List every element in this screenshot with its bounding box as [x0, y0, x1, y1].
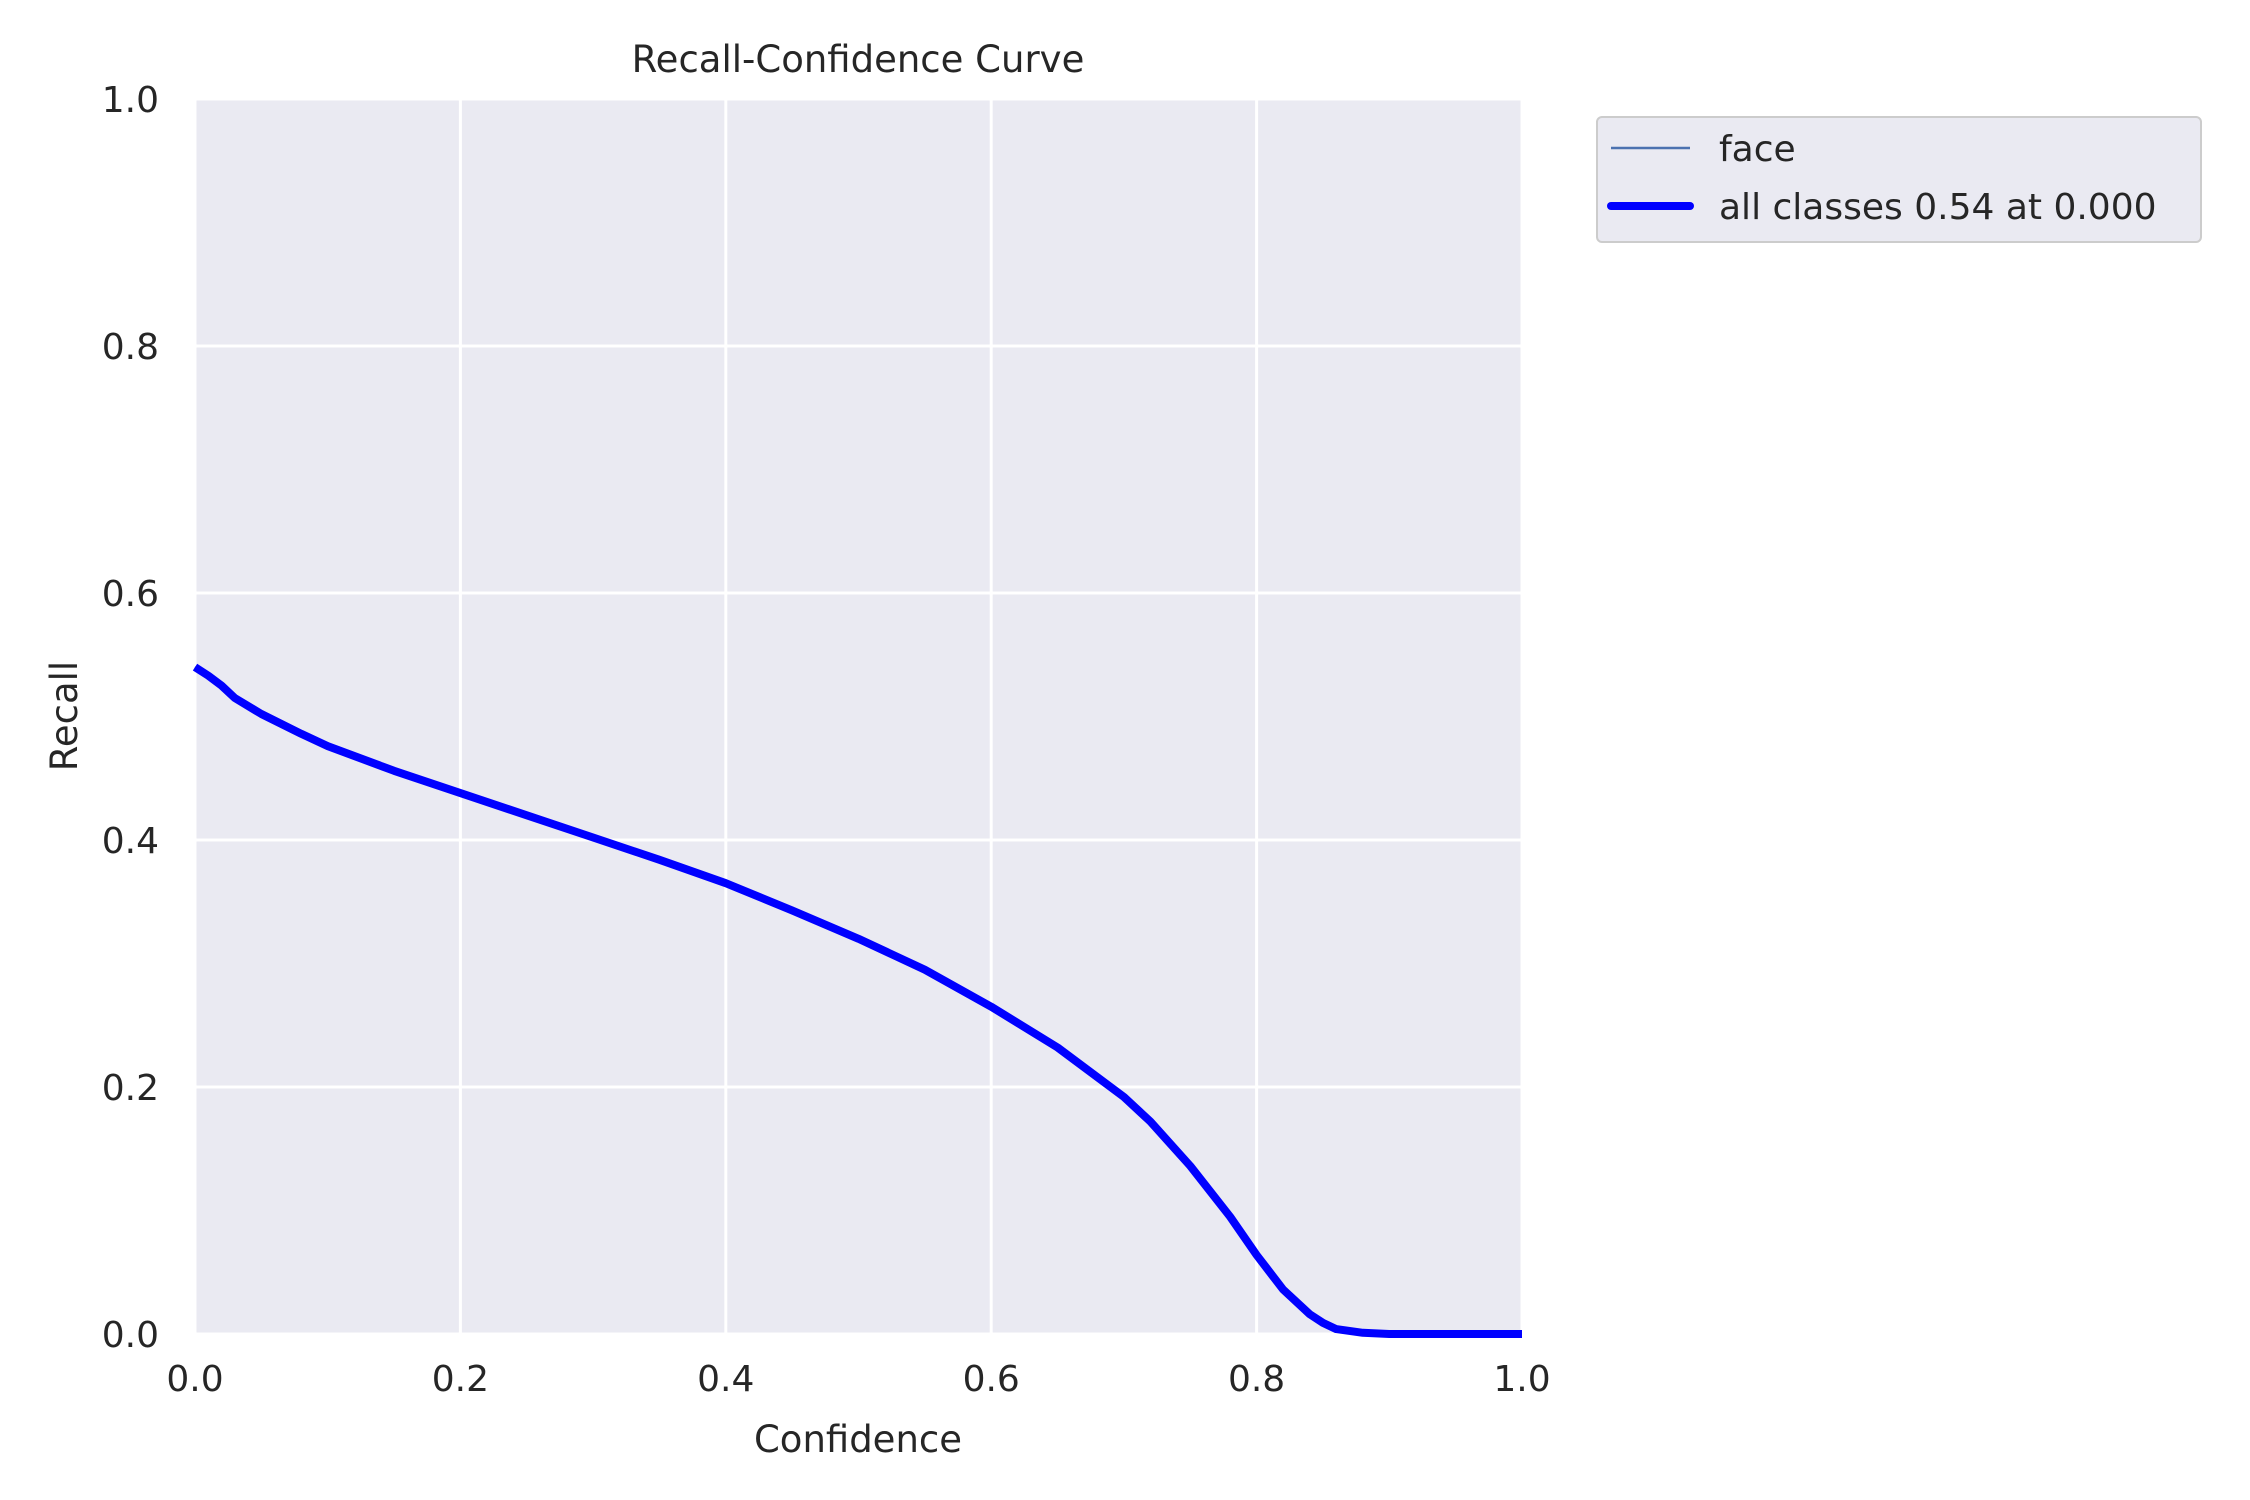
- y-tick-label: 0.8: [102, 327, 159, 368]
- y-tick-label: 1.0: [102, 80, 159, 121]
- x-tick-label: 0.2: [432, 1359, 489, 1400]
- legend: face all classes 0.54 at 0.000: [1596, 116, 2202, 243]
- x-tick-label: 1.0: [1493, 1359, 1550, 1400]
- y-tick-label: 0.0: [102, 1315, 159, 1356]
- y-tick-label: 0.6: [102, 574, 159, 615]
- y-axis-label: Recall: [43, 661, 86, 771]
- series-layer: [192, 663, 1522, 1338]
- y-tick-label: 0.4: [102, 821, 159, 862]
- y-tick-label: 0.2: [102, 1068, 159, 1109]
- x-tick-label: 0.8: [1228, 1359, 1285, 1400]
- tick-labels: 0.0 0.2 0.4 0.6 0.8 1.0 0.0 0.2 0.4 0.6 0.8 1.0: [102, 80, 1551, 1400]
- legend-label-all-classes: all classes 0.54 at 0.000: [1719, 187, 2157, 228]
- x-tick-label: 0.0: [166, 1359, 223, 1400]
- x-tick-label: 0.4: [697, 1359, 754, 1400]
- grid-lines: [193, 97, 1524, 1336]
- legend-box: [1596, 116, 2202, 243]
- plot-background: [195, 99, 1522, 1334]
- x-axis-label: Confidence: [754, 1418, 962, 1461]
- chart-title: Recall-Confidence Curve: [632, 38, 1085, 81]
- series-line-all-classes: [192, 663, 1522, 1338]
- x-tick-label: 0.6: [963, 1359, 1020, 1400]
- legend-label-face: face: [1719, 129, 1796, 170]
